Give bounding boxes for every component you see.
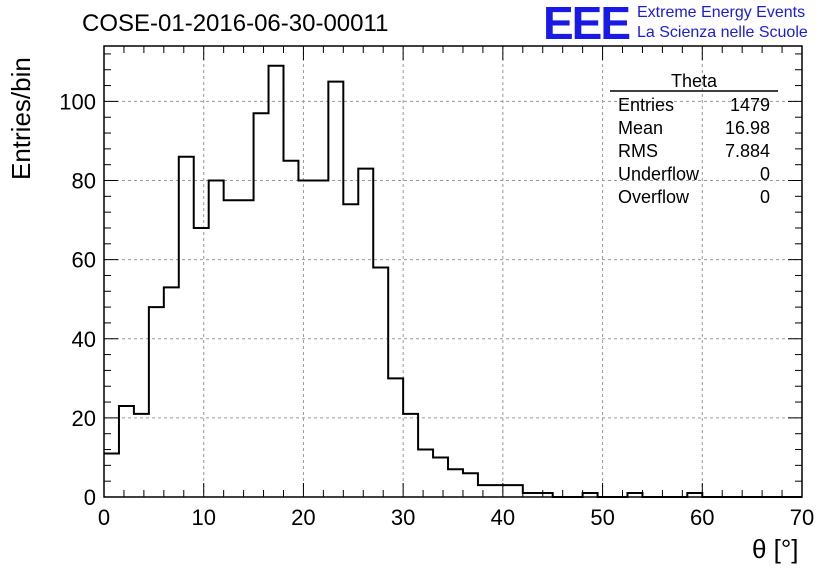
y-tick-label: 80: [72, 169, 96, 194]
histogram-bin: [164, 287, 179, 497]
stats-value: 0: [760, 187, 770, 207]
histogram-bin: [224, 200, 239, 497]
histogram-bin: [463, 473, 478, 497]
histogram-bin: [134, 414, 149, 497]
stats-label: Entries: [618, 95, 674, 115]
stats-value: 1479: [730, 95, 770, 115]
logo-caption-line1: Extreme Energy Events: [637, 4, 806, 21]
logo-caption: Extreme Energy Events La Scienza nelle S…: [637, 3, 808, 43]
histogram-bin: [373, 268, 388, 497]
chart-title: COSE-01-2016-06-30-00011: [82, 10, 389, 37]
stats-label: Underflow: [618, 164, 700, 184]
x-tick-label: 60: [690, 505, 714, 530]
x-tick-label: 20: [291, 505, 315, 530]
histogram-bin: [269, 66, 284, 497]
plot-frame: [103, 45, 803, 498]
histogram-bin: [508, 485, 523, 497]
stats-value: 7.884: [725, 141, 770, 161]
y-tick-label: 20: [72, 406, 96, 431]
x-axis-label: θ [°]: [752, 534, 799, 564]
histogram-bin: [433, 457, 448, 497]
histogram-line: [104, 64, 802, 498]
histogram-bin: [254, 113, 269, 497]
stats-value: 16.98: [725, 118, 770, 138]
y-tick-label: 60: [72, 248, 96, 273]
y-tick-label: 100: [59, 89, 96, 114]
histogram-bin: [358, 169, 373, 497]
histogram-bin: [104, 453, 119, 497]
stats-label: RMS: [618, 141, 658, 161]
x-tick-label: 50: [590, 505, 614, 530]
histogram-bin: [179, 157, 194, 497]
histogram-bin: [478, 485, 493, 497]
histogram-bin: [283, 161, 298, 497]
stats-label: Mean: [618, 118, 663, 138]
histogram-bin: [209, 181, 224, 497]
x-tick-label: 0: [98, 505, 110, 530]
histogram-bin: [298, 181, 313, 497]
x-tick-label: 10: [191, 505, 215, 530]
histogram-bin: [119, 406, 134, 497]
histogram-bin: [194, 228, 209, 497]
stats-label: Overflow: [618, 187, 690, 207]
y-tick-label: 40: [72, 327, 96, 352]
histogram-bin: [239, 200, 254, 497]
histogram-bin: [343, 204, 358, 497]
x-tick-label: 30: [391, 505, 415, 530]
y-tick-label: 0: [84, 485, 96, 510]
stats-value: 0: [760, 164, 770, 184]
x-tick-label: 40: [491, 505, 515, 530]
histogram-bin: [403, 414, 418, 497]
histogram-bin: [418, 450, 433, 497]
histogram-bin: [448, 469, 463, 497]
eee-logo: EEE: [543, 0, 631, 49]
x-tick-label: 70: [790, 505, 814, 530]
histogram-bin: [388, 378, 403, 497]
stats-name: Theta: [671, 71, 718, 91]
logo-caption-line2: La Scienza nelle Scuole: [637, 24, 808, 41]
histogram-bin: [493, 485, 508, 497]
histogram-bin: [149, 307, 164, 497]
histogram-bin: [328, 82, 343, 497]
